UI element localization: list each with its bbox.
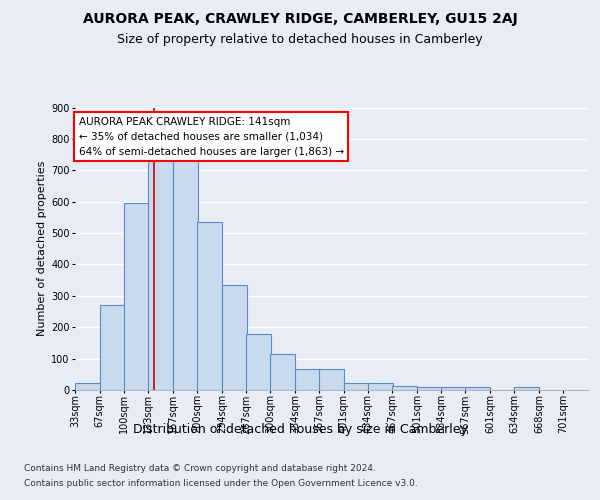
Text: Distribution of detached houses by size in Camberley: Distribution of detached houses by size … [133,422,467,436]
Bar [222,284,247,390]
Bar [148,155,173,390]
Bar [295,368,320,390]
Bar [441,387,466,390]
Bar [246,334,271,390]
Bar [124,202,149,390]
Bar [514,387,539,390]
Text: Contains HM Land Registry data © Crown copyright and database right 2024.: Contains HM Land Registry data © Crown c… [24,464,376,473]
Text: Contains public sector information licensed under the Open Government Licence v3: Contains public sector information licen… [24,479,418,488]
Text: AURORA PEAK CRAWLEY RIDGE: 141sqm
← 35% of detached houses are smaller (1,034)
6: AURORA PEAK CRAWLEY RIDGE: 141sqm ← 35% … [79,117,344,156]
Bar [270,354,295,390]
Text: Size of property relative to detached houses in Camberley: Size of property relative to detached ho… [117,32,483,46]
Bar [392,386,417,390]
Text: AURORA PEAK, CRAWLEY RIDGE, CAMBERLEY, GU15 2AJ: AURORA PEAK, CRAWLEY RIDGE, CAMBERLEY, G… [83,12,517,26]
Bar [197,222,222,390]
Bar [173,158,198,390]
Bar [417,386,442,390]
Bar [319,368,344,390]
Bar [100,305,125,390]
Bar [465,387,490,390]
Y-axis label: Number of detached properties: Number of detached properties [37,161,47,336]
Bar [344,383,369,390]
Bar [368,383,393,390]
Bar [75,383,100,390]
